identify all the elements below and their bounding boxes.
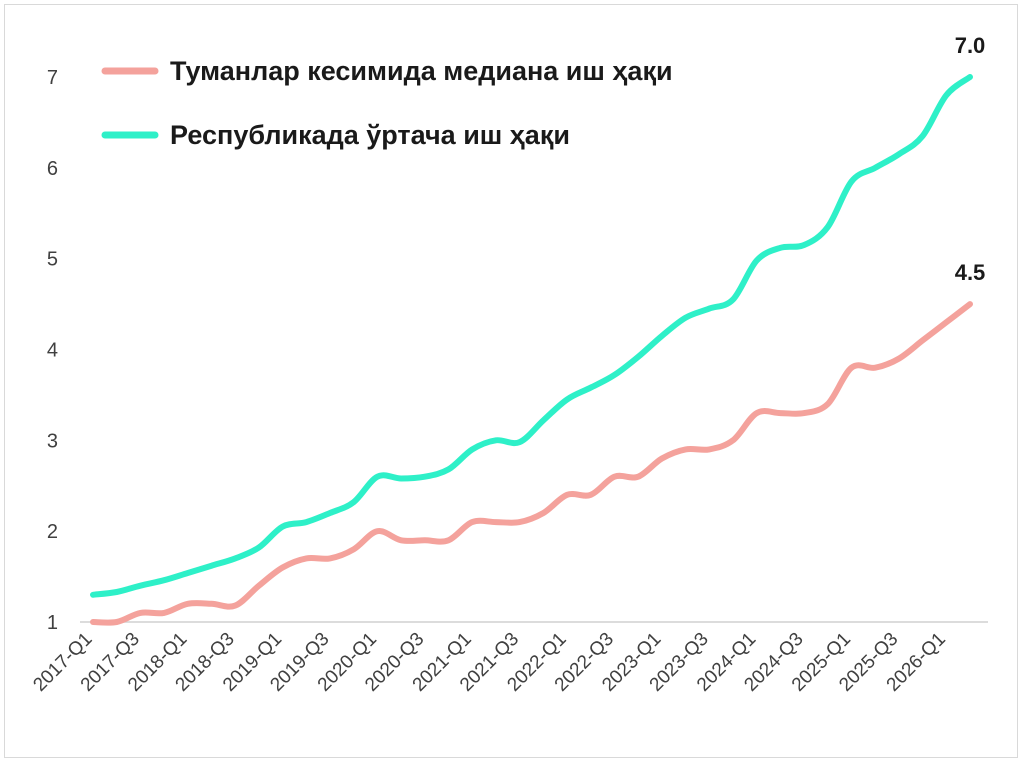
y-tick-label: 5 xyxy=(47,249,58,271)
legend-label-average: Республикада ўртача иш ҳақи xyxy=(170,120,570,150)
series-group xyxy=(90,74,973,626)
series-line-average xyxy=(90,74,973,598)
end-labels: 4.5 7.0 xyxy=(955,33,986,285)
y-tick-label: 1 xyxy=(47,612,58,634)
legend-label-median: Туманлар кесимида медиана иш ҳақи xyxy=(170,56,673,86)
legend: Туманлар кесимида медиана иш ҳақи Респуб… xyxy=(101,56,673,150)
y-tick-label: 3 xyxy=(47,430,58,452)
x-axis: 2017-Q12017-Q32018-Q12018-Q32019-Q12019-… xyxy=(29,629,949,696)
y-tick-label: 4 xyxy=(47,340,58,362)
y-tick-label: 2 xyxy=(47,521,58,543)
y-axis: 1 2 3 4 5 6 7 xyxy=(47,67,58,634)
series-line-median xyxy=(90,301,973,626)
y-tick-label: 7 xyxy=(47,67,58,89)
end-value-label: 4.5 xyxy=(955,260,986,285)
y-tick-label: 6 xyxy=(47,158,58,180)
end-value-label: 7.0 xyxy=(955,33,986,58)
chart-frame xyxy=(4,4,1018,758)
